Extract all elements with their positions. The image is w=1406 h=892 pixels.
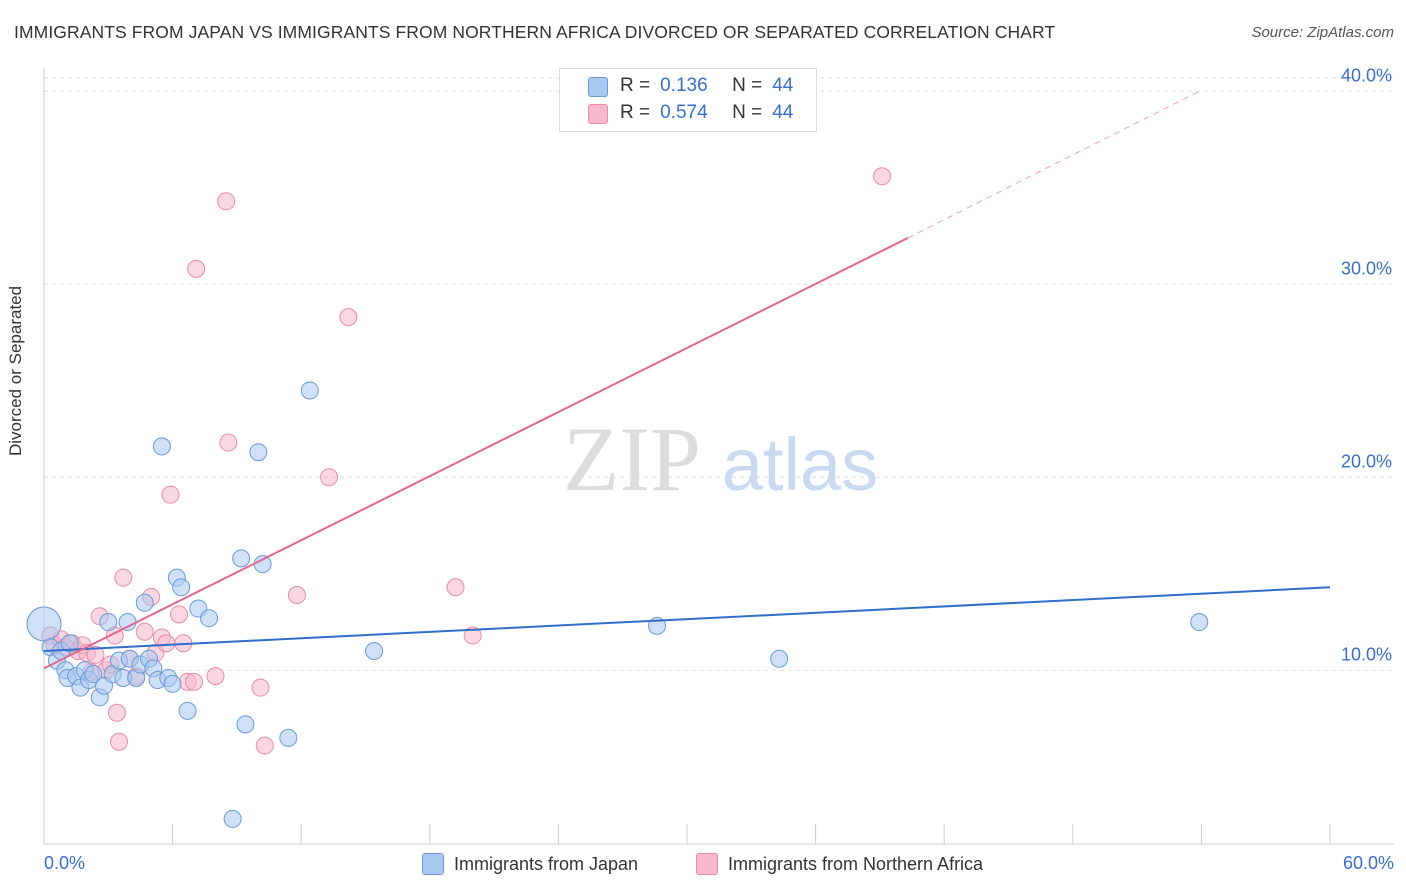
data-point-northern-africa <box>187 259 206 278</box>
bottom-legend-japan: Immigrants from Japan <box>422 852 638 876</box>
data-point-northern-africa <box>157 634 176 653</box>
legend-swatch-africa <box>696 853 718 875</box>
correlation-legend: R = 0.136 N = 44 R = 0.574 N = 44 <box>559 68 817 132</box>
legend-swatch-africa <box>588 104 608 124</box>
watermark-atlas: atlas <box>722 423 878 506</box>
data-point-japan <box>84 665 103 684</box>
legend-r-value: 0.136 <box>660 75 708 96</box>
legend-label-japan: Immigrants from Japan <box>454 853 639 874</box>
bottom-legend-africa: Immigrants from Northern Africa <box>696 852 983 876</box>
axes <box>43 68 1394 845</box>
data-point-northern-africa <box>114 568 133 587</box>
data-point-japan <box>1190 613 1209 632</box>
data-point-northern-africa <box>206 667 225 686</box>
data-point-japan <box>118 613 137 632</box>
data-point-japan <box>223 809 242 828</box>
data-point-japan <box>26 606 62 642</box>
data-point-northern-africa <box>170 605 189 624</box>
legend-swatch-japan <box>588 77 608 97</box>
data-point-northern-africa <box>287 586 306 605</box>
data-point-japan <box>249 443 268 462</box>
legend-row-japan: R = 0.136 N = 44 <box>620 75 793 97</box>
tick-labels: 10.0% 20.0% 30.0% 40.0% 0.0% 60.0% <box>44 65 1394 873</box>
legend-r-label: R = <box>620 75 651 96</box>
legend-n-value: 44 <box>772 102 794 123</box>
data-point-northern-africa <box>107 703 126 722</box>
watermark-zip: ZIP <box>563 408 701 510</box>
trend-line-japan <box>43 586 1331 652</box>
source-label: Source: ZipAtlas.com <box>1251 24 1394 41</box>
data-point-japan <box>152 437 171 456</box>
data-point-northern-africa <box>320 468 339 487</box>
data-point-northern-africa <box>255 736 274 755</box>
data-point-japan <box>60 634 79 653</box>
y-tick-label: 20.0% <box>1341 451 1392 471</box>
data-point-northern-africa <box>86 645 105 664</box>
legend-swatch-japan <box>422 853 444 875</box>
trend-lines <box>43 90 1331 670</box>
trend-line-northern-africa <box>43 237 909 670</box>
x-tick-label: 0.0% <box>44 853 85 873</box>
data-point-japan <box>232 549 251 568</box>
legend-r-label: R = <box>620 102 651 123</box>
chart-title: IMMIGRANTS FROM JAPAN VS IMMIGRANTS FROM… <box>14 22 1056 42</box>
grid-lines <box>44 77 1394 671</box>
data-point-japan <box>279 728 298 747</box>
legend-n-value: 44 <box>772 75 794 96</box>
series-japan-points <box>26 381 1209 828</box>
data-point-northern-africa <box>185 672 204 691</box>
legend-row-africa: R = 0.574 N = 44 <box>620 102 793 124</box>
y-tick-label: 40.0% <box>1341 65 1392 85</box>
data-point-northern-africa <box>135 622 154 641</box>
data-point-northern-africa <box>339 308 358 327</box>
y-tick-label: 10.0% <box>1341 644 1392 664</box>
data-point-japan <box>172 578 191 597</box>
y-tick-label: 30.0% <box>1341 258 1392 278</box>
data-point-northern-africa <box>110 732 129 751</box>
legend-label-africa: Immigrants from Northern Africa <box>728 853 984 874</box>
data-point-japan <box>200 609 219 628</box>
legend-r-value: 0.574 <box>660 102 708 123</box>
data-point-northern-africa <box>873 167 892 186</box>
data-point-japan <box>253 555 272 574</box>
data-point-japan <box>770 649 789 668</box>
data-point-japan <box>99 613 118 632</box>
data-point-japan <box>365 642 384 660</box>
trend-line-northern-africa-extension <box>907 90 1200 239</box>
data-point-japan <box>135 593 154 612</box>
data-point-japan <box>163 674 182 693</box>
legend-n-label: N = <box>732 102 763 123</box>
data-point-japan <box>300 381 319 400</box>
y-axis-label: Divorced or Separated <box>6 285 25 456</box>
data-point-northern-africa <box>161 485 180 504</box>
legend-n-label: N = <box>732 75 763 96</box>
data-point-japan <box>236 715 255 734</box>
data-point-japan <box>178 701 197 720</box>
x-tick-label: 60.0% <box>1343 853 1394 873</box>
data-point-northern-africa <box>217 192 236 211</box>
data-point-northern-africa <box>446 578 465 597</box>
data-point-northern-africa <box>219 433 238 452</box>
data-point-northern-africa <box>463 626 482 645</box>
data-point-northern-africa <box>251 678 270 697</box>
